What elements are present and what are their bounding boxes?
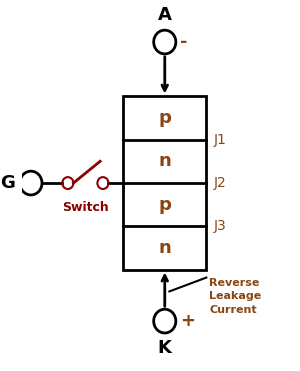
Text: G: G [0,174,15,192]
Text: Switch: Switch [62,201,109,214]
Text: A: A [158,6,172,24]
Text: +: + [181,312,196,330]
Text: p: p [158,109,171,127]
Text: n: n [158,239,171,257]
Text: p: p [158,196,171,214]
Bar [123,96,206,270]
Text: J3: J3 [214,219,226,233]
Text: Leakage: Leakage [209,292,261,301]
Text: n: n [158,152,171,170]
Text: J1: J1 [214,133,226,147]
Text: Current: Current [209,305,257,315]
Text: -: - [181,33,188,51]
Text: J2: J2 [214,176,226,190]
Text: Reverse: Reverse [209,278,260,288]
Text: K: K [158,339,172,357]
